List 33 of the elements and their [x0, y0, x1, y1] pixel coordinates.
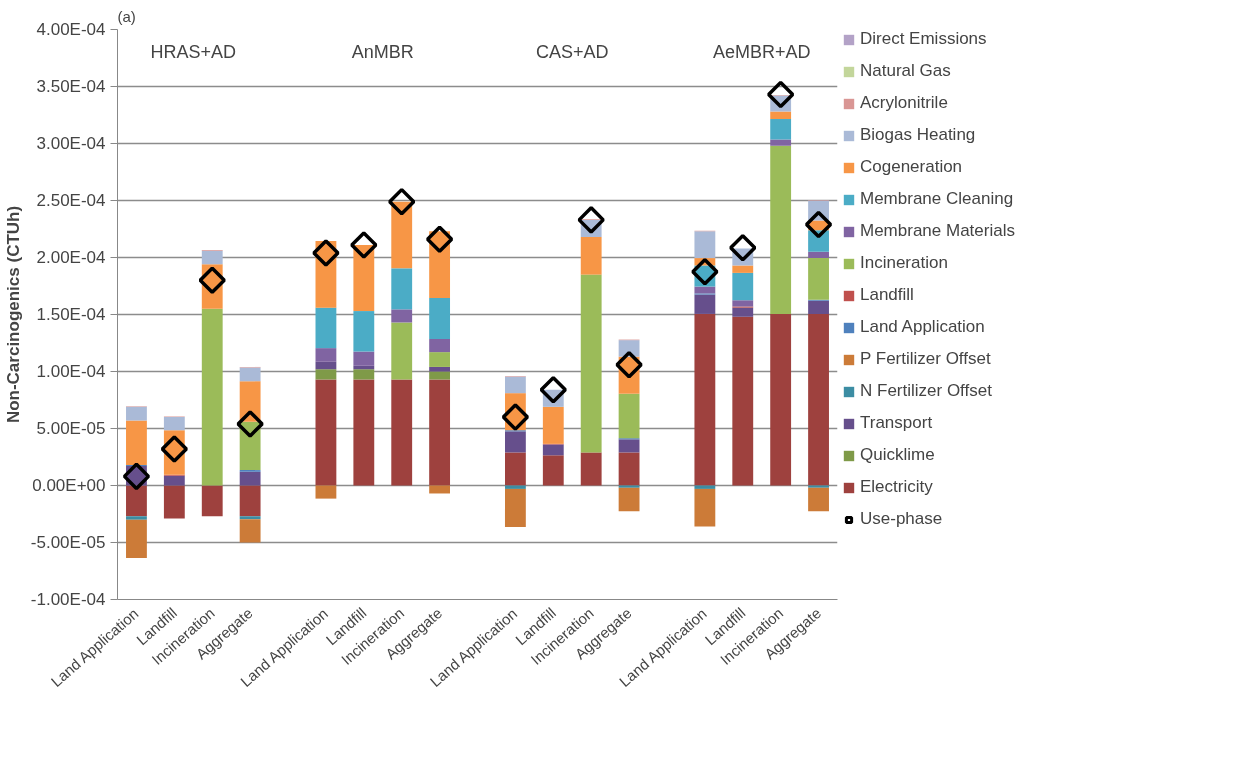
annotation: AeMBR+AD: [712, 41, 811, 62]
legend-label: Membrane Materials: [860, 221, 1015, 241]
legend-label: Electricity: [860, 477, 933, 497]
y-tick-label: 0.00E+00: [32, 476, 106, 495]
legend-label: Cogeneration: [860, 157, 963, 177]
legend-label: Biogas Heating: [860, 125, 976, 145]
legend-label: Transport: [860, 413, 933, 433]
y-tick-label: 1.00E-04: [36, 362, 106, 381]
y-axis-title: Non-Carcinogenics (CTUh): [3, 205, 23, 424]
legend-label: Landfill: [860, 285, 914, 305]
legend-label: P Fertilizer Offset: [860, 349, 991, 369]
legend-label: N Fertilizer Offset: [860, 381, 992, 401]
legend-label: Incineration: [860, 253, 948, 273]
y-tick-label: 2.00E-04: [36, 248, 106, 267]
y-tick-label: -1.00E-04: [30, 590, 106, 609]
annotation: CAS+AD: [535, 41, 609, 62]
annotation: HRAS+AD: [150, 41, 237, 62]
y-tick-label: 2.50E-04: [36, 191, 106, 210]
y-tick-label: 4.00E-04: [36, 20, 106, 39]
legend-label: Direct Emissions: [860, 29, 987, 49]
y-tick-label: 1.50E-04: [36, 305, 106, 324]
y-tick-label: 3.50E-04: [36, 77, 106, 96]
legend-label: Quicklime: [860, 445, 935, 465]
annotation: AnMBR: [351, 41, 414, 62]
legend-label: Membrane Cleaning: [860, 189, 1014, 209]
y-tick-label: -5.00E-05: [30, 533, 106, 552]
y-tick-label: 5.00E-05: [36, 419, 106, 438]
legend-label: Use-phase: [860, 509, 943, 529]
legend-label: Natural Gas: [860, 61, 951, 81]
legend-label: Acrylonitrile: [860, 93, 948, 113]
y-tick-label: 3.00E-04: [36, 134, 106, 153]
chart-title: (a): [117, 7, 136, 25]
legend-label: Land Application: [860, 317, 985, 337]
